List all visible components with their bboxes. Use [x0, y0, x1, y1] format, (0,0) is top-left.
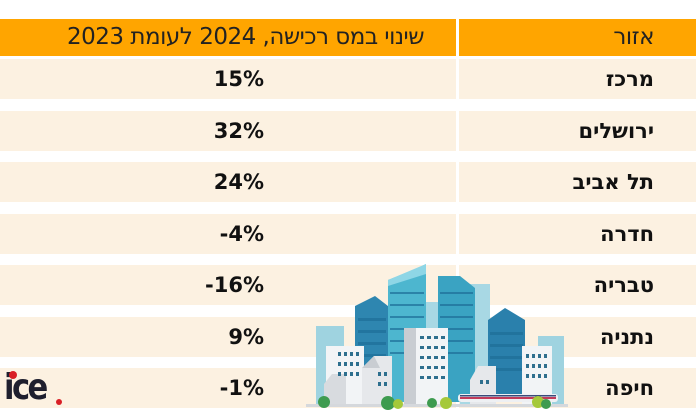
table-cell-change: 15%: [0, 59, 456, 99]
ice-logo: ice: [4, 368, 62, 408]
table-cell-change: 32%: [0, 111, 456, 151]
table-cell-region: טבריה: [459, 265, 696, 305]
table-cell-region: חדרה: [459, 214, 696, 254]
table-cell-region: ירושלים: [459, 111, 696, 151]
logo-period: [56, 399, 62, 405]
table-cell-change: 24%: [0, 162, 456, 202]
table-cell-region: מרכז: [459, 59, 696, 99]
table-cell-change: -4%: [0, 214, 456, 254]
city-skyline-icon: [306, 264, 568, 410]
table-cell-region: תל אביב: [459, 162, 696, 202]
header-region: אזור: [459, 19, 696, 56]
header-change: שינוי במס רכישה, 2024 לעומת 2023: [0, 19, 456, 56]
logo-dot: [9, 371, 17, 379]
table-cell-change: -16%: [0, 265, 456, 305]
